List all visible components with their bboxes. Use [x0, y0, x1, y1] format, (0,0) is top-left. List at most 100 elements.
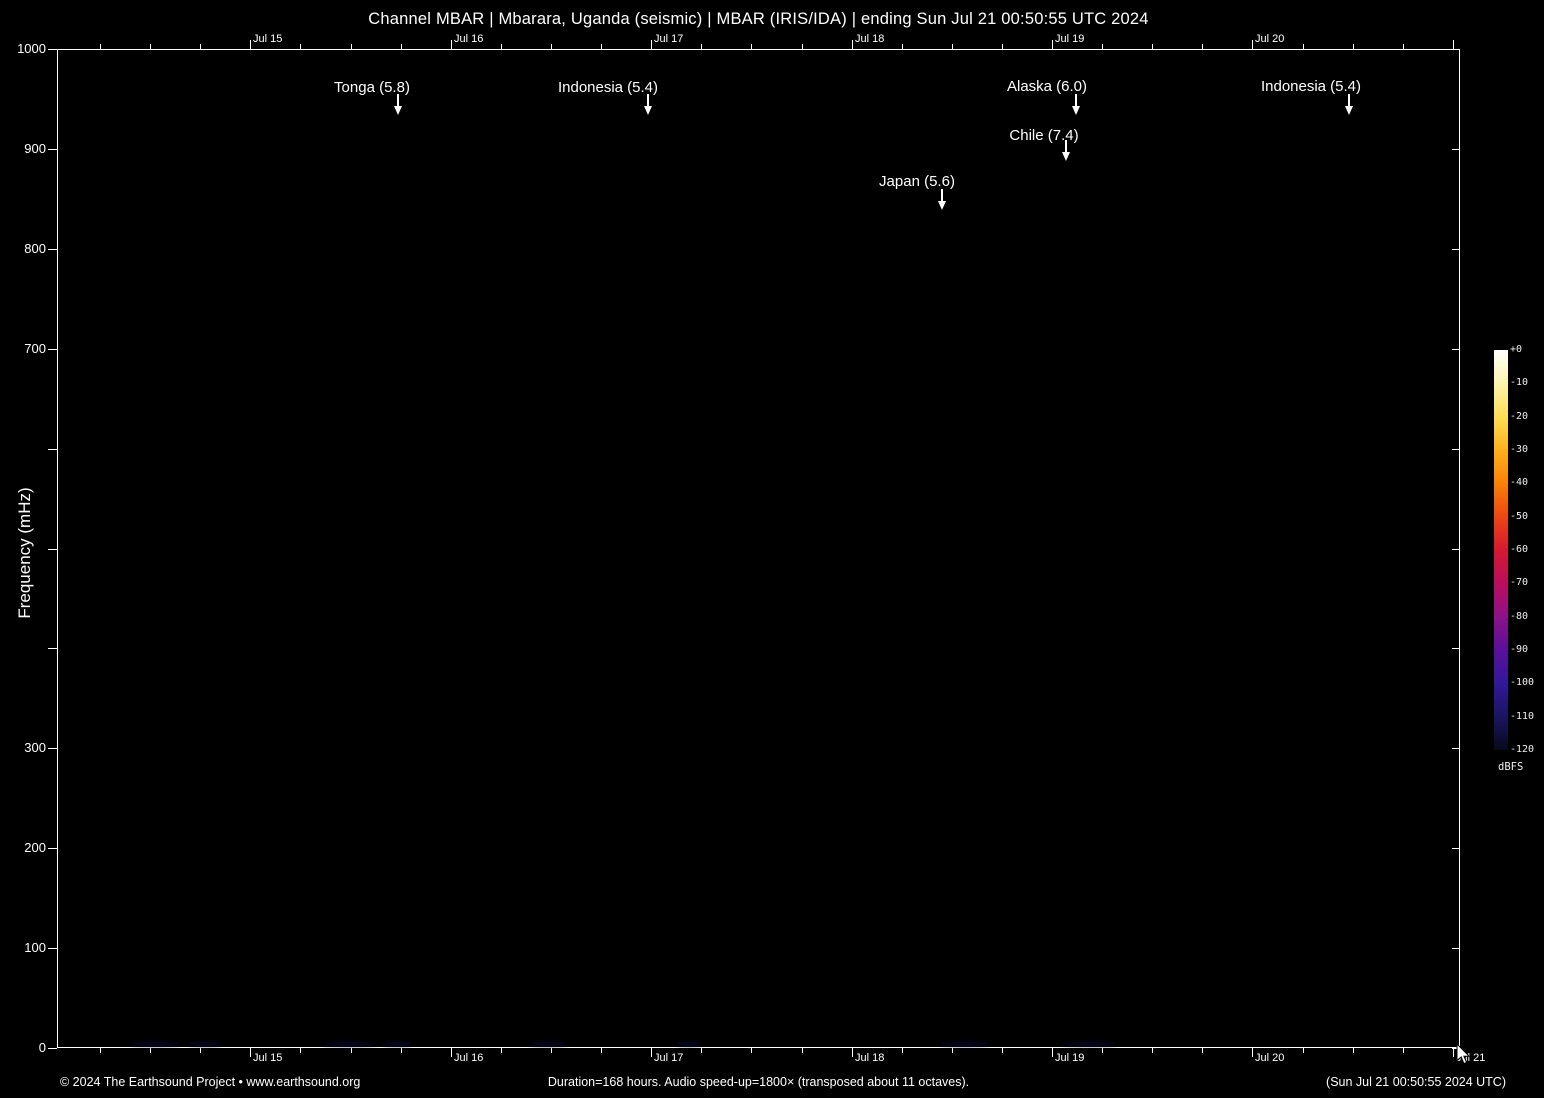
- noise-patch: [1062, 1042, 1117, 1046]
- y-tick-left: [48, 648, 57, 649]
- y-tick-label: 200: [24, 840, 46, 855]
- earthquake-arrowhead-icon: [1345, 106, 1353, 115]
- y-tick-label: 300: [24, 740, 46, 755]
- x-minor-tick-bottom: [1152, 1048, 1153, 1053]
- colorbar-tick-label: +0: [1510, 344, 1523, 355]
- y-tick-label: 1000: [17, 41, 46, 56]
- y-tick-left: [48, 848, 57, 849]
- colorbar: [1494, 350, 1508, 750]
- x-major-tick-top: [1453, 40, 1454, 49]
- x-minor-tick-bottom: [1353, 1048, 1354, 1053]
- colorbar-tick-label: -20: [1510, 410, 1529, 422]
- y-tick-left: [48, 748, 57, 749]
- earthquake-arrowhead-icon: [394, 106, 402, 115]
- x-minor-tick-bottom: [100, 1048, 101, 1053]
- earthquake-label: Alaska (6.0): [1006, 78, 1088, 95]
- y-tick-right: [1452, 149, 1460, 150]
- noise-patch: [940, 1042, 990, 1046]
- x-minor-tick-bottom: [300, 1048, 301, 1053]
- earthquake-arrow: [647, 94, 649, 107]
- earthquake-arrow: [1348, 94, 1350, 107]
- earthquake-arrow: [1075, 94, 1077, 107]
- x-minor-tick-bottom: [351, 1048, 352, 1053]
- earthquake-arrowhead-icon: [938, 201, 946, 210]
- x-major-tick-bottom: [651, 1048, 652, 1057]
- y-tick-right: [1452, 449, 1460, 450]
- x-tick-label-bottom: Jul 20: [1255, 1052, 1285, 1064]
- x-minor-tick-top: [300, 44, 301, 49]
- x-minor-tick-bottom: [952, 1048, 953, 1053]
- noise-patch: [130, 1042, 180, 1046]
- y-tick-label: 700: [24, 341, 46, 356]
- y-tick-left: [48, 49, 57, 50]
- x-tick-label-bottom: Jul 17: [654, 1052, 684, 1064]
- y-tick-label: 0: [38, 1040, 46, 1055]
- x-major-tick-top: [852, 40, 853, 49]
- x-minor-tick-bottom: [401, 1048, 402, 1053]
- x-minor-tick-top: [501, 44, 502, 49]
- x-major-tick-top: [651, 40, 652, 49]
- colorbar-tick-label: -80: [1510, 610, 1529, 622]
- colorbar-tick-label: -110: [1510, 710, 1535, 722]
- y-tick-right: [1452, 848, 1460, 849]
- earthquake-arrowhead-icon: [1072, 106, 1080, 115]
- earthquake-label: Indonesia (5.4): [557, 79, 659, 96]
- x-minor-tick-top: [1202, 44, 1203, 49]
- chart-title: Channel MBAR | Mbarara, Uganda (seismic)…: [368, 10, 1149, 28]
- earthquake-arrow: [397, 94, 399, 107]
- colorbar-unit-label: dBFS: [1498, 761, 1524, 773]
- y-tick-right: [1452, 648, 1460, 649]
- x-tick-label-top: Jul 19: [1055, 33, 1085, 45]
- y-axis-title: Frequency (mHz): [15, 487, 34, 619]
- y-tick-right: [1452, 948, 1460, 949]
- x-minor-tick-bottom: [1403, 1048, 1404, 1053]
- x-minor-tick-top: [1102, 44, 1103, 49]
- noise-patch: [322, 1042, 378, 1046]
- y-tick-left: [48, 149, 57, 150]
- x-tick-label-bottom: Jul 16: [454, 1052, 484, 1064]
- x-major-tick-top: [451, 40, 452, 49]
- colorbar-tick-label: -90: [1510, 643, 1529, 655]
- y-tick-right: [1452, 349, 1460, 350]
- earthquake-label: Japan (5.6): [879, 173, 955, 190]
- x-tick-label-bottom: Jul 19: [1055, 1052, 1085, 1064]
- earthquake-label: Chile (7.4): [1009, 127, 1079, 144]
- x-minor-tick-bottom: [701, 1048, 702, 1053]
- noise-patch: [188, 1042, 222, 1046]
- y-tick-right: [1452, 249, 1460, 250]
- x-minor-tick-top: [1303, 44, 1304, 49]
- earthquake-arrowhead-icon: [1062, 152, 1070, 161]
- mouse-cursor-icon: [1456, 1044, 1471, 1065]
- x-minor-tick-bottom: [200, 1048, 201, 1053]
- x-tick-label-top: Jul 18: [855, 33, 885, 45]
- x-minor-tick-bottom: [1303, 1048, 1304, 1053]
- x-tick-label-bottom: Jul 15: [253, 1052, 283, 1064]
- footer-end-timestamp: (Sun Jul 21 00:50:55 2024 UTC): [1326, 1075, 1506, 1089]
- x-tick-label-bottom: Jul 18: [855, 1052, 885, 1064]
- y-tick-left: [48, 449, 57, 450]
- x-minor-tick-top: [952, 44, 953, 49]
- x-minor-tick-top: [902, 44, 903, 49]
- x-minor-tick-bottom: [1102, 1048, 1103, 1053]
- x-minor-tick-bottom: [1002, 1048, 1003, 1053]
- y-tick-left: [48, 549, 57, 550]
- noise-patch: [528, 1042, 568, 1046]
- x-minor-tick-top: [200, 44, 201, 49]
- x-minor-tick-top: [100, 44, 101, 49]
- x-minor-tick-bottom: [501, 1048, 502, 1053]
- earthquake-label: Tonga (5.8): [334, 79, 410, 96]
- y-tick-right: [1452, 49, 1460, 50]
- colorbar-tick-label: -40: [1510, 477, 1529, 489]
- x-tick-label-top: Jul 17: [654, 33, 684, 45]
- x-minor-tick-top: [351, 44, 352, 49]
- x-minor-tick-bottom: [601, 1048, 602, 1053]
- noise-patch: [382, 1042, 412, 1046]
- x-minor-tick-top: [1002, 44, 1003, 49]
- colorbar-tick-label: -30: [1510, 443, 1529, 455]
- x-minor-tick-top: [551, 44, 552, 49]
- y-tick-right: [1452, 1048, 1460, 1049]
- x-minor-tick-top: [751, 44, 752, 49]
- x-minor-tick-top: [701, 44, 702, 49]
- colorbar-tick-label: -60: [1510, 543, 1529, 555]
